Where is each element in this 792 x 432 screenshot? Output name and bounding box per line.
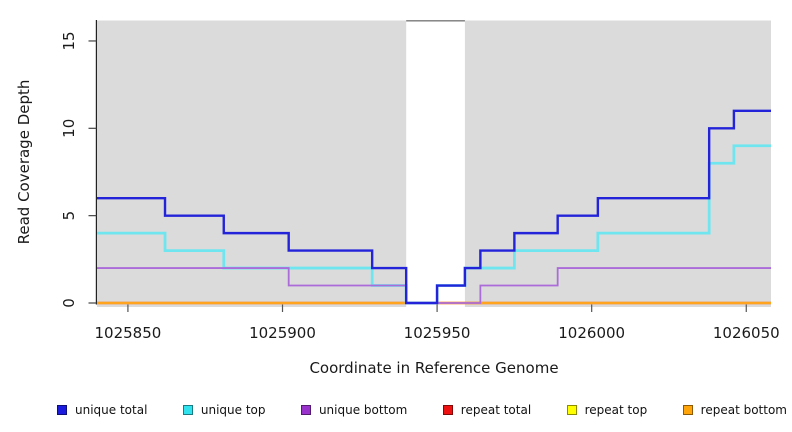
legend-swatch: [182, 405, 193, 415]
x-axis: 1025850 1025900 1025950 1026000 1026050: [95, 304, 780, 342]
legend-swatch: [300, 405, 311, 415]
legend-label: repeat top: [584, 403, 648, 417]
y-tick-label: 5: [60, 211, 78, 221]
legend-item: unique total: [57, 403, 147, 417]
legend-swatch: [442, 405, 453, 415]
series-line-unique-total: [97, 109, 771, 305]
x-axis-title: Coordinate in Reference Genome: [309, 359, 558, 377]
legend-item: repeat bottom: [682, 403, 787, 417]
series-line-unique-bottom: [97, 267, 771, 304]
x-tick-label: 1025950: [404, 324, 471, 342]
y-axis-title: Read Coverage Depth: [15, 80, 33, 245]
shaded-region: [97, 20, 407, 307]
legend-label: unique total: [75, 403, 148, 417]
x-tick-label: 1026000: [558, 324, 625, 342]
legend-item: unique bottom: [300, 403, 408, 417]
plot-legend: unique total unique top unique bottom repea…: [0, 399, 792, 421]
series-step-lines: [97, 109, 771, 305]
y-tick-label: 10: [60, 119, 78, 138]
x-tick-label: 1026050: [713, 324, 780, 342]
y-tick-label: 0: [60, 298, 78, 308]
y-axis: 0 5 10 15: [60, 20, 98, 308]
legend-label: unique bottom: [318, 403, 408, 417]
y-tick-label: 15: [60, 31, 78, 50]
legend-item: repeat total: [442, 403, 532, 417]
legend-swatch: [566, 405, 577, 415]
legend-label: repeat total: [460, 403, 532, 417]
shaded-coverage-regions: [97, 20, 771, 307]
legend-item: repeat top: [566, 403, 648, 417]
coverage-plot: 0 5 10 15 1025850 1025900 1025950 1026000 10260…: [15, 20, 780, 377]
legend-item: unique top: [182, 403, 266, 417]
legend-label: unique top: [200, 403, 266, 417]
legend-swatch: [682, 405, 693, 415]
legend-label: repeat bottom: [700, 403, 787, 417]
legend-swatch: [57, 405, 67, 415]
x-tick-label: 1025850: [95, 324, 162, 342]
x-tick-label: 1025900: [249, 324, 316, 342]
